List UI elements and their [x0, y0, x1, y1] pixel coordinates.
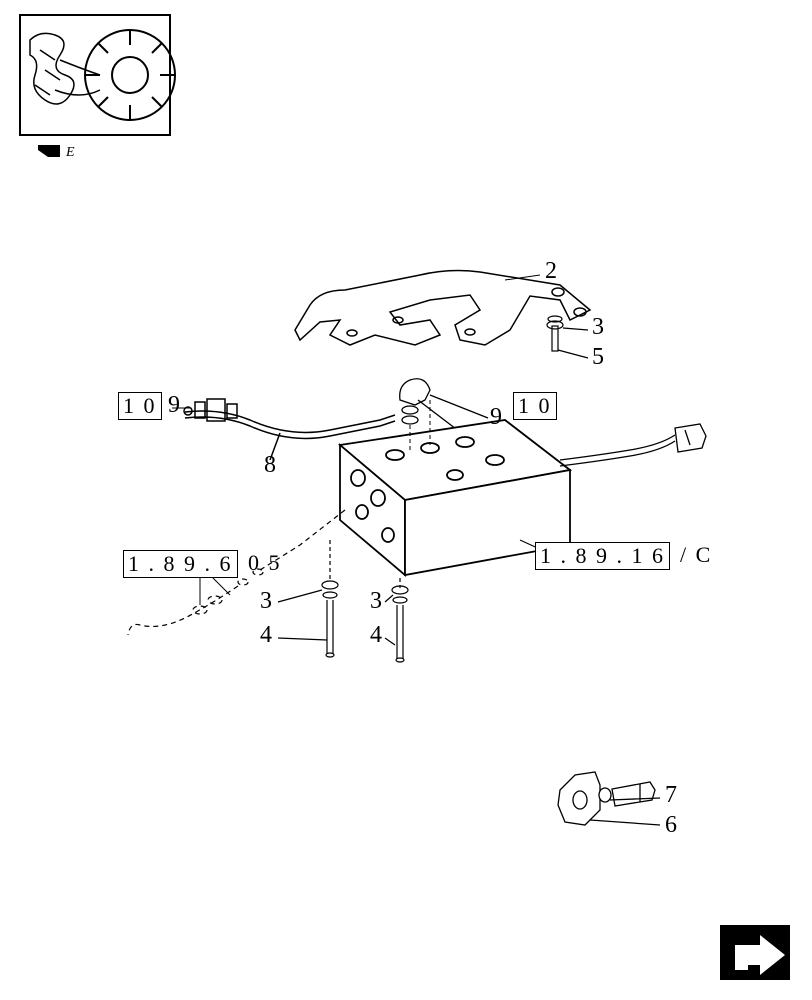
diagram-canvas: E [0, 0, 812, 1000]
clamp-6-7 [558, 772, 660, 825]
context-icon [20, 15, 175, 135]
ref-1-89-6: 1 . 8 9 . 6 [123, 550, 238, 578]
callout-2: 2 [545, 258, 559, 285]
connector-cable [560, 424, 706, 466]
return-icon[interactable] [720, 925, 790, 980]
svg-text:E: E [65, 145, 75, 160]
callout-4b: 4 [370, 622, 384, 649]
ref-1-89-6-trail: 0 5 [248, 550, 282, 576]
small-tag-icon: E [38, 145, 75, 160]
callout-3a: 3 [592, 314, 606, 341]
callout-8: 8 [264, 452, 278, 479]
ref-1-89-16: 1 . 8 9 . 1 6 [535, 542, 670, 570]
callout-3c: 3 [370, 588, 384, 615]
ref-10-right: 1 0 [513, 392, 557, 420]
callout-6: 6 [665, 812, 679, 839]
callout-9b: 9 [490, 404, 504, 431]
bolt-left-3-4 [278, 540, 338, 657]
bolt-3-5 [547, 316, 588, 358]
ref-1-89-16-trail: / C [680, 542, 712, 568]
callout-7: 7 [665, 782, 679, 809]
callout-4a: 4 [260, 622, 274, 649]
ref-10-left: 1 0 [118, 392, 162, 420]
callout-3b: 3 [260, 588, 274, 615]
callout-9a: 9 [168, 392, 182, 419]
bolt-right-3-4 [385, 578, 408, 662]
callout-5: 5 [592, 344, 606, 371]
